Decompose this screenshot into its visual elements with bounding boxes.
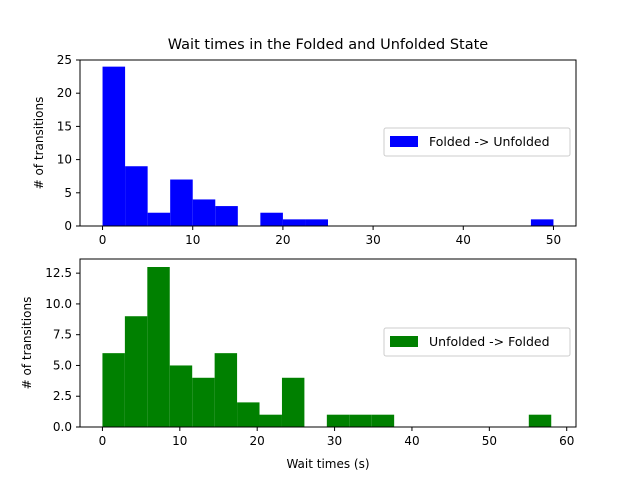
top-y-tick-label: 20 xyxy=(57,86,72,100)
bottom-bars xyxy=(102,267,552,427)
bottom-axes-frame xyxy=(79,258,577,428)
bottom-histogram-bar xyxy=(349,414,372,427)
top-x-tick-label: 50 xyxy=(546,233,561,247)
bottom-histogram-bar xyxy=(259,414,282,427)
bottom-histogram-bar xyxy=(371,414,395,427)
bottom-legend-swatch xyxy=(390,336,418,347)
bottom-legend: Unfolded -> Folded xyxy=(383,327,571,357)
bottom-y-tick-label: 0.0 xyxy=(53,420,72,434)
bottom-panel: 0 10 20 30 40 50 60 0.0 2.5 5.0 7.5 10.0 12.5 # of … xyxy=(20,258,577,471)
bottom-x-axis-label: Wait times (s) xyxy=(286,457,369,471)
bottom-histogram-bar xyxy=(192,377,215,427)
top-y-tick-label: 5 xyxy=(64,186,72,200)
bottom-x-tick-label: 60 xyxy=(559,434,574,448)
top-histogram-bar xyxy=(170,179,193,226)
bottom-histogram-bar xyxy=(281,377,305,427)
bottom-x-tick-label: 40 xyxy=(404,434,419,448)
bottom-histogram-bar xyxy=(326,414,350,427)
top-legend-label: Folded -> Unfolded xyxy=(429,134,550,149)
top-axes-frame xyxy=(79,59,577,227)
bottom-y-tick-label: 5.0 xyxy=(53,358,72,372)
top-x-tick-label: 20 xyxy=(275,233,290,247)
top-legend-swatch xyxy=(390,136,418,147)
top-histogram-bar xyxy=(282,219,306,226)
top-panel: Wait times in the Folded and Unfolded St… xyxy=(32,37,577,247)
bottom-histogram-bar xyxy=(147,267,170,427)
top-y-tick-label: 25 xyxy=(57,53,72,67)
top-chart-title: Wait times in the Folded and Unfolded St… xyxy=(168,37,489,53)
bottom-histogram-bar xyxy=(528,414,552,427)
bottom-legend-label: Unfolded -> Folded xyxy=(429,334,550,349)
top-y-tick-label: 15 xyxy=(57,119,72,133)
top-x-tick-label: 30 xyxy=(365,233,380,247)
top-legend: Folded -> Unfolded xyxy=(383,127,571,157)
top-x-tick-label: 10 xyxy=(185,233,200,247)
bottom-y-tick-label: 7.5 xyxy=(53,328,72,342)
top-bars xyxy=(102,66,554,226)
bottom-x-tick-label: 10 xyxy=(172,434,187,448)
bottom-x-tick-label: 20 xyxy=(250,434,265,448)
top-histogram-bar xyxy=(530,219,554,226)
top-x-ticks: 0 10 20 30 40 50 xyxy=(99,226,561,247)
bottom-y-tick-label: 12.5 xyxy=(45,266,72,280)
top-histogram-bar xyxy=(147,212,171,226)
top-histogram-bar xyxy=(192,199,216,226)
top-y-tick-label: 0 xyxy=(64,219,72,233)
bottom-x-tick-label: 30 xyxy=(327,434,342,448)
top-legend-box xyxy=(383,127,571,157)
top-y-tick-label: 10 xyxy=(57,153,72,167)
top-histogram-bar xyxy=(102,66,126,226)
bottom-y-tick-label: 10.0 xyxy=(45,297,72,311)
top-x-tick-label: 40 xyxy=(456,233,471,247)
bottom-y-ticks: 0.0 2.5 5.0 7.5 10.0 12.5 xyxy=(45,266,80,434)
bottom-histogram-bar xyxy=(169,365,193,427)
bottom-x-tick-label: 50 xyxy=(482,434,497,448)
bottom-x-ticks: 0 10 20 30 40 50 60 xyxy=(99,427,574,448)
bottom-histogram-bar xyxy=(237,402,260,427)
top-histogram-bar xyxy=(260,212,283,226)
bottom-histogram-bar xyxy=(214,353,238,427)
bottom-histogram-bar xyxy=(124,316,148,427)
bottom-histogram-bar xyxy=(102,353,125,427)
bottom-legend-box xyxy=(383,327,571,357)
top-y-axis-label: # of transitions xyxy=(32,97,46,190)
top-histogram-bar xyxy=(305,219,328,226)
bottom-y-tick-label: 2.5 xyxy=(53,389,72,403)
top-histogram-bar xyxy=(125,166,148,226)
top-histogram-bar xyxy=(215,206,238,226)
bottom-x-tick-label: 0 xyxy=(99,434,107,448)
top-x-tick-label: 0 xyxy=(99,233,107,247)
bottom-y-axis-label: # of transitions xyxy=(20,297,34,390)
top-y-ticks: 0 5 10 15 20 25 xyxy=(57,53,80,233)
